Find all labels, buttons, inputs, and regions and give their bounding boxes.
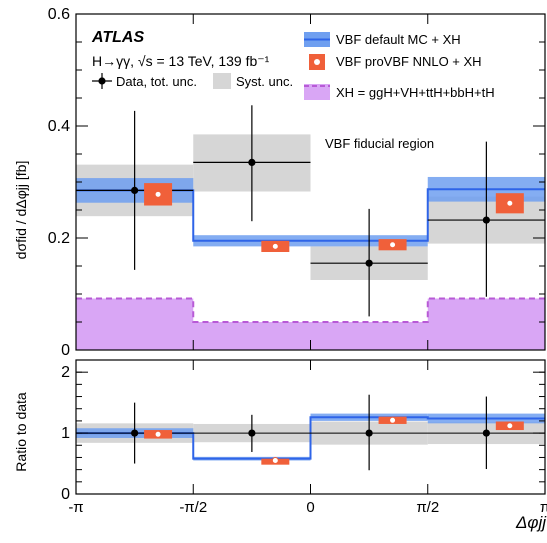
x-tick-label: π	[540, 499, 547, 516]
y-tick-label: 0.6	[48, 6, 70, 23]
provbf-point	[389, 416, 397, 424]
y-tick-label: 0.2	[48, 230, 70, 247]
legend-provbf-point	[314, 59, 320, 65]
process-label: H→γγ, √s = 13 TeV, 139 fb⁻¹	[92, 53, 270, 69]
experiment-label: ATLAS	[91, 29, 144, 46]
y-tick-label: 0.4	[48, 118, 70, 135]
data-point	[365, 259, 373, 267]
data-point	[131, 429, 139, 437]
legend-data-label: Data, tot. unc.	[116, 74, 197, 89]
provbf-point	[506, 199, 514, 207]
ratio-panel: 0 1 2	[61, 359, 546, 503]
y-axis-label-top: dσfid / dΔφjj [fb]	[13, 161, 29, 260]
y-tick-label: 1	[61, 425, 70, 442]
legend-data-point	[98, 77, 106, 85]
x-tick-label: π/2	[416, 499, 439, 516]
provbf-point	[154, 430, 162, 438]
legend-vbf-default-label: VBF default MC + XH	[336, 32, 461, 47]
y-axis-label-ratio: Ratio to data	[13, 392, 29, 472]
data-point	[482, 429, 490, 437]
region-label: VBF fiducial region	[325, 136, 434, 151]
data-point	[248, 158, 256, 166]
data-point	[365, 429, 373, 437]
x-axis-label: Δφjj	[515, 513, 547, 532]
data-point	[482, 216, 490, 224]
y-tick-label: 0	[61, 342, 70, 359]
vbf-default-line	[76, 416, 545, 460]
y-tick-label: 0	[61, 486, 70, 503]
data-point	[248, 429, 256, 437]
x-tick-label: -π	[68, 499, 83, 516]
legend	[92, 32, 330, 100]
legend-provbf-label: VBF proVBF NNLO + XH	[336, 54, 482, 69]
main-panel: 0 0.2 0.4 0.6	[48, 6, 546, 359]
provbf-point	[271, 242, 279, 250]
provbf-point	[154, 190, 162, 198]
legend-syst-swatch	[213, 73, 231, 89]
provbf-point	[389, 241, 397, 249]
provbf-point	[271, 457, 279, 464]
legend-xh-label: XH = ggH+VH+ttH+bbH+tH	[336, 85, 495, 100]
legend-xh-swatch	[304, 84, 330, 100]
x-tick-label: -π/2	[179, 499, 207, 516]
provbf-point	[506, 422, 514, 430]
x-tick-label: 0	[306, 499, 314, 516]
legend-syst-label: Syst. unc.	[236, 74, 293, 89]
y-tick-label: 2	[61, 364, 70, 381]
data-point	[131, 186, 139, 194]
